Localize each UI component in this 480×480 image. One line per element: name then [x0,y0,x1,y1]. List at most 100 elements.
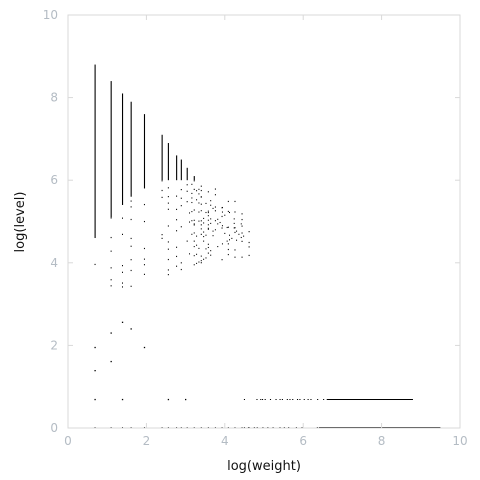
data-point [130,200,132,202]
x-tick-label: 8 [378,434,386,448]
data-column-line [193,176,195,181]
data-point [193,232,195,234]
data-point [210,204,212,206]
data-point [110,217,112,219]
data-point [205,257,207,259]
data-point [227,200,229,203]
data-point [200,203,202,205]
data-point [248,241,250,244]
data-point [161,196,163,199]
data-point [207,243,209,245]
data-point [180,188,182,191]
data-point [269,399,272,401]
data-point [241,218,243,221]
data-point [212,235,214,237]
data-point [161,237,163,239]
data-point [130,285,132,287]
data-point [180,205,182,207]
data-point [196,190,198,192]
data-point [261,399,264,401]
plot-frame [67,14,461,429]
data-point [205,248,207,250]
x-axis-label: log(weight) [227,459,301,474]
data-point [221,227,223,229]
data-point [233,218,235,220]
x-tick-label: 4 [221,434,229,448]
data-point [143,273,145,275]
data-point [240,223,242,225]
data-point [110,332,112,334]
data-point [205,234,207,236]
y-tick-label: 0 [50,421,58,435]
data-point [241,256,243,258]
data-point [143,346,146,349]
data-point [161,234,163,236]
data-point [203,240,205,242]
data-point [130,259,132,261]
data-point [193,188,195,190]
data-point [130,269,132,272]
data-point [185,398,187,401]
data-point [176,219,178,221]
data-point [207,228,209,230]
data-point [214,206,216,208]
data-point [198,220,200,222]
data-point [198,202,200,204]
data-point [198,211,200,213]
data-point [224,232,226,234]
data-point [191,192,193,194]
data-point [110,236,112,239]
data-point [210,222,212,224]
data-point [193,224,195,226]
x-tick-label: 10 [452,434,467,448]
data-point [193,240,195,242]
data-column-line [180,159,182,181]
data-point [207,215,209,217]
data-column-line [121,93,124,205]
data-point [196,244,198,246]
data-point [207,219,209,221]
data-point [196,235,198,237]
data-point [207,211,209,214]
y-axis-label: log(level) [13,192,28,253]
data-point [121,286,123,288]
data-point [176,208,178,211]
data-point [167,274,169,276]
data-point [176,265,178,267]
data-point [180,268,182,271]
data-point [130,206,132,208]
data-point [217,218,219,220]
data-point [189,253,191,255]
data-point [143,258,145,260]
data-point [186,190,188,192]
data-point [210,200,212,202]
data-point [191,220,193,222]
data-point [143,220,145,223]
data-point [191,211,193,213]
data-point [307,399,309,401]
data-point [207,252,209,254]
data-column-line [143,114,146,189]
x-tick-label: 0 [64,434,72,448]
data-point [130,218,132,221]
data-point [233,222,235,224]
data-point [200,228,202,230]
data-point [110,360,112,363]
data-point [241,232,243,234]
data-point [234,200,236,203]
data-point [221,225,223,227]
data-point [200,233,202,235]
data-point [234,249,236,251]
data-point [203,231,205,233]
data-point [229,234,231,236]
data-point [180,197,182,199]
data-point [299,399,301,401]
data-point [292,399,294,401]
data-point [243,399,245,401]
data-point [176,255,178,258]
y-tick-label: 8 [50,91,58,105]
data-point [121,217,123,219]
data-point [203,222,205,224]
data-point [193,180,195,182]
